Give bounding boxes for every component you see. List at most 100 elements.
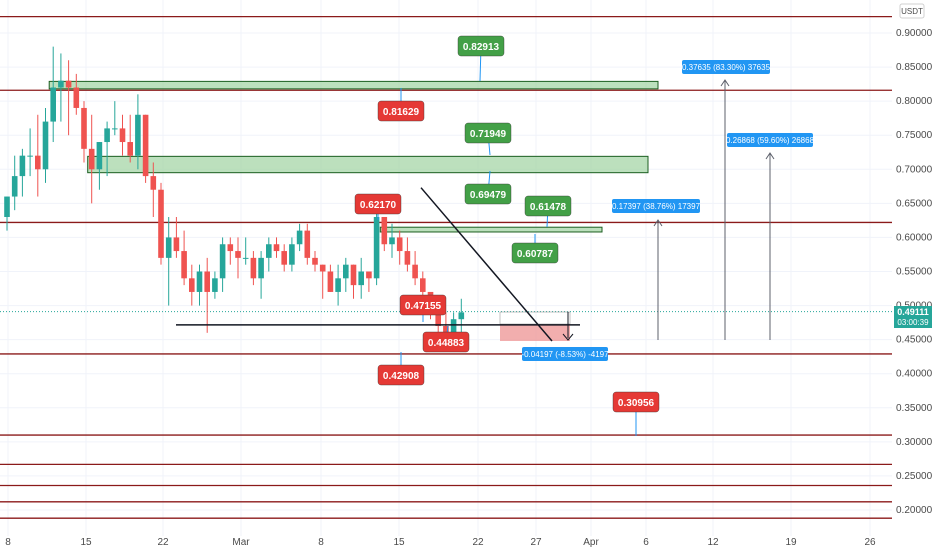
candle-body: [11, 176, 18, 197]
time-axis-background: [0, 536, 932, 550]
zones[interactable]: [48, 80, 659, 341]
y-tick-label: 0.80000: [896, 96, 932, 107]
price-label: 0.47155: [405, 301, 442, 312]
candle-body: [235, 251, 241, 258]
candle-body: [150, 176, 157, 190]
short-arrow-head: [562, 333, 574, 341]
price-label-box: [422, 331, 470, 353]
x-tick-label: 15: [80, 537, 92, 548]
candle-body: [227, 244, 234, 252]
price-label-box: [399, 294, 447, 316]
y-tick-label: 0.85000: [896, 62, 932, 73]
candle-body: [250, 257, 257, 279]
measure-arrow-head: [720, 79, 730, 87]
price-label: 0.42908: [383, 371, 420, 382]
y-tick-label: 0.25000: [896, 471, 932, 482]
x-tick-label: Apr: [583, 537, 599, 548]
candle-body: [58, 80, 64, 88]
candle-body: [165, 237, 172, 258]
candle-body: [420, 278, 426, 292]
currency-badge: [899, 3, 925, 19]
x-tick-label: 12: [707, 537, 719, 548]
candle-body: [112, 128, 118, 130]
current-price-tag: [894, 306, 932, 328]
candle-body: [242, 257, 249, 259]
candle-body: [119, 128, 126, 143]
candle-body: [435, 305, 441, 327]
candle-body: [304, 230, 311, 258]
candle-body: [296, 230, 303, 245]
candle-body: [35, 155, 41, 170]
candle-body: [350, 264, 357, 286]
x-tick-label: 22: [157, 537, 169, 548]
candle-body: [142, 114, 149, 177]
y-tick-label: 0.90000: [896, 28, 932, 39]
candle-body: [319, 264, 326, 272]
candle-body: [27, 155, 33, 157]
candle-body: [281, 251, 287, 265]
price-labels: 0.82913 0.81629 0.71949 0.69479 0.62170 0.614…: [354, 35, 660, 436]
current-price: 0.49111: [897, 307, 929, 317]
candle-body: [189, 278, 195, 292]
price-label-box: [464, 183, 512, 205]
y-tick-label: 0.55000: [896, 267, 932, 278]
candle-body: [373, 216, 380, 279]
price-axis-background: [892, 0, 932, 536]
measure-label-box: [612, 199, 700, 213]
x-tick-label: Mar: [232, 537, 250, 548]
candle-body: [312, 257, 318, 265]
candle-body: [273, 244, 280, 252]
drawn-lines[interactable]: [176, 187, 580, 342]
candle-body: [196, 271, 203, 292]
candle-body: [158, 189, 164, 258]
measure-label: 0.17397 (38.76%) 17397: [612, 202, 701, 211]
price-label: 0.81629: [383, 107, 420, 118]
candle-body: [450, 319, 457, 333]
candle-body: [96, 142, 103, 170]
position-target-box[interactable]: [499, 311, 571, 325]
candle-body: [458, 312, 465, 320]
price-label-box: [524, 195, 572, 217]
price-label: 0.71949: [470, 129, 507, 140]
price-label: 0.62170: [360, 200, 397, 211]
descending-trend-line[interactable]: [420, 187, 553, 342]
measure-label: -0.04197 (-8.53%) -4197: [521, 350, 609, 359]
time-axis[interactable]: 8 15 22 Mar 8 15 22 27 Apr 6 12 19 26: [0, 536, 932, 550]
candle-body: [88, 148, 95, 170]
supply-zone[interactable]: [87, 155, 649, 174]
measure-arrow-head: [765, 152, 775, 160]
supply-zone[interactable]: [48, 80, 659, 90]
candle-body: [443, 326, 449, 333]
price-label: 0.61478: [530, 202, 567, 213]
candle-body: [65, 80, 72, 88]
candle-body: [396, 237, 403, 252]
y-tick-label: 0.65000: [896, 198, 932, 209]
candle-body: [212, 278, 218, 292]
y-tick-labels: 0.90000 0.85000 0.80000 0.75000 0.70000 0.650…: [896, 28, 932, 516]
candle-body: [412, 264, 418, 279]
candle-body: [173, 237, 180, 252]
price-label: 0.69479: [470, 190, 507, 201]
x-tick-label: 22: [472, 537, 484, 548]
candle-body: [4, 196, 10, 217]
x-tick-label: 6: [643, 537, 649, 548]
x-tick-label: 15: [393, 537, 405, 548]
candle-body: [204, 271, 210, 292]
candle-body: [381, 216, 388, 245]
price-axis[interactable]: 0.90000 0.85000 0.80000 0.75000 0.70000 0.650…: [892, 0, 932, 536]
supply-zone[interactable]: [379, 226, 603, 233]
measure-tools[interactable]: 0.37635 (83.30%) 37635 0.26868 (59.60%) 2…: [521, 60, 815, 361]
horizontal-levels[interactable]: [0, 15, 892, 519]
measure-label: 0.37635 (83.30%) 37635: [682, 63, 771, 72]
measure-label: 0.26868 (59.60%) 26868: [726, 136, 815, 145]
candle-body: [127, 142, 133, 156]
candle-body: [358, 271, 364, 286]
candle-body: [266, 244, 272, 258]
currency-label: USDT: [901, 7, 923, 16]
x-tick-label: 27: [530, 537, 542, 548]
x-tick-label: 19: [785, 537, 797, 548]
short-position-box[interactable]: [500, 324, 570, 341]
x-tick-label: 26: [864, 537, 876, 548]
price-label-box: [612, 391, 660, 413]
